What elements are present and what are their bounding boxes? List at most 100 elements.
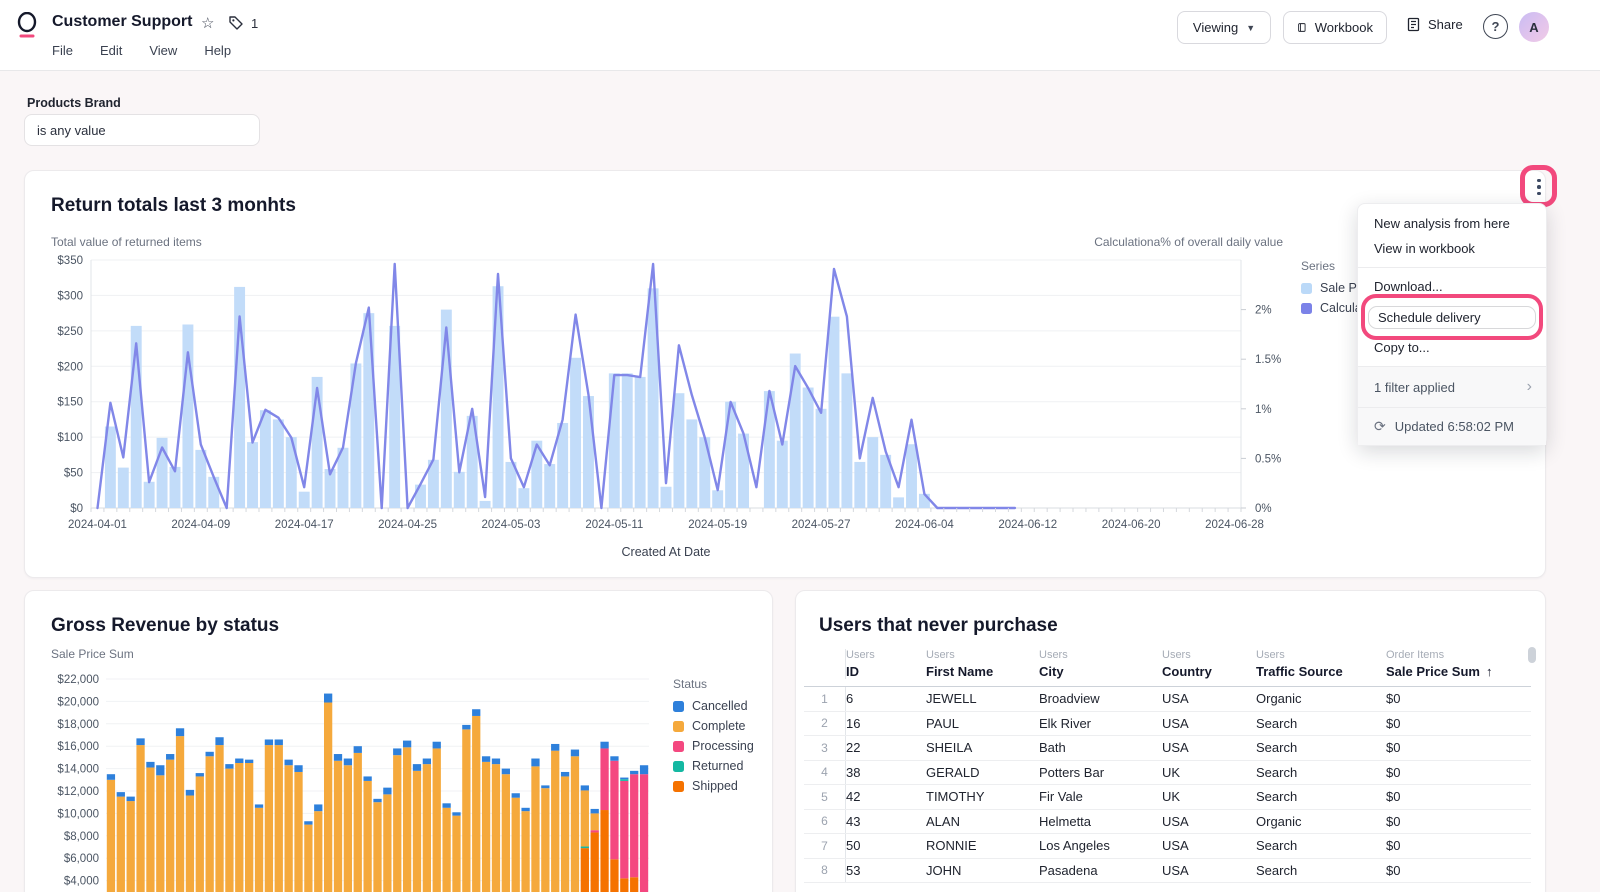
table-row[interactable]: 3 22 SHEILA Bath USA Search $0 xyxy=(804,736,1531,761)
legend-item-calcula[interactable]: Calcula xyxy=(1301,301,1362,315)
table-row[interactable]: 1 6 JEWELL Broadview USA Organic $0 xyxy=(804,687,1531,712)
menu-item-schedule-delivery[interactable]: Schedule delivery xyxy=(1358,294,1546,340)
favorite-star-icon[interactable]: ☆ xyxy=(201,15,215,32)
table-cell: TIMOTHY xyxy=(926,789,985,805)
chart-context-menu: New analysis from here View in workbook … xyxy=(1357,203,1547,446)
table-cell: USA xyxy=(1162,740,1189,756)
menu-item-new-analysis[interactable]: New analysis from here xyxy=(1374,216,1510,231)
tag-icon[interactable] xyxy=(228,15,244,31)
table-cell: 22 xyxy=(846,740,861,756)
table-row[interactable]: 6 43 ALAN Helmetta USA Organic $0 xyxy=(804,809,1531,834)
share-label: Share xyxy=(1428,17,1463,32)
row-number: 5 xyxy=(804,785,846,809)
svg-text:0%: 0% xyxy=(1255,503,1272,515)
share-button[interactable]: Share xyxy=(1406,17,1463,32)
legend-item-sale-pr[interactable]: Sale Pr xyxy=(1301,281,1362,295)
svg-text:1%: 1% xyxy=(1255,404,1272,416)
svg-text:0.5%: 0.5% xyxy=(1255,453,1281,465)
products-brand-filter[interactable]: is any value xyxy=(24,114,260,146)
chevron-right-icon: › xyxy=(1526,378,1532,395)
menu-item-download[interactable]: Download... xyxy=(1374,279,1443,294)
svg-text:2024-06-12: 2024-06-12 xyxy=(998,519,1057,531)
viewing-dropdown[interactable]: Viewing ▼ xyxy=(1177,11,1271,44)
table-scrollbar[interactable] xyxy=(1528,647,1536,663)
legend-item-processing[interactable]: Processing xyxy=(673,739,754,753)
filter-applied-label: 1 filter applied xyxy=(1374,379,1455,395)
svg-text:2024-04-01: 2024-04-01 xyxy=(68,519,127,531)
svg-text:$350: $350 xyxy=(57,255,83,267)
table-row[interactable]: 5 42 TIMOTHY Fir Vale UK Search $0 xyxy=(804,785,1531,810)
menu-item-copy-to[interactable]: Copy to... xyxy=(1374,340,1430,355)
column-header-sale-price-sum[interactable]: Order Items Sale Price Sum ↑ xyxy=(1386,649,1493,679)
schedule-delivery-label: Schedule delivery xyxy=(1368,305,1536,329)
svg-text:2024-05-27: 2024-05-27 xyxy=(792,519,851,531)
user-avatar[interactable]: A xyxy=(1519,12,1549,42)
table-row[interactable]: 4 38 GERALD Potters Bar UK Search $0 xyxy=(804,760,1531,785)
table-cell: USA xyxy=(1162,691,1189,707)
table-cell: 38 xyxy=(846,764,861,780)
legend-item-complete[interactable]: Complete xyxy=(673,719,754,733)
legend-label: Sale Pr xyxy=(1320,281,1361,295)
row-number: 1 xyxy=(804,687,846,711)
table-cell: Los Angeles xyxy=(1039,838,1110,854)
table-cell: Broadview xyxy=(1039,691,1100,707)
svg-text:$18,000: $18,000 xyxy=(57,719,99,731)
svg-text:2024-04-25: 2024-04-25 xyxy=(378,519,437,531)
svg-text:2024-05-19: 2024-05-19 xyxy=(688,519,747,531)
help-button[interactable]: ? xyxy=(1483,14,1508,39)
column-header-country[interactable]: Users Country xyxy=(1162,649,1212,679)
legend-swatch xyxy=(1301,282,1312,294)
menu-file[interactable]: File xyxy=(52,43,73,58)
legend-item-shipped[interactable]: Shipped xyxy=(673,779,754,793)
table-cell: Elk River xyxy=(1039,715,1092,731)
svg-text:$50: $50 xyxy=(64,468,83,480)
book-icon xyxy=(1298,23,1306,32)
table-row[interactable]: 7 50 RONNIE Los Angeles USA Search $0 xyxy=(804,834,1531,859)
sigma-logo-icon[interactable] xyxy=(16,12,38,38)
legend-swatch xyxy=(673,720,684,732)
menu-view[interactable]: View xyxy=(149,43,178,58)
svg-text:$14,000: $14,000 xyxy=(57,764,99,776)
table-cell: Search xyxy=(1256,862,1298,878)
menu-help[interactable]: Help xyxy=(204,43,232,58)
column-header-traffic-source[interactable]: Users Traffic Source xyxy=(1256,649,1343,679)
legend-item-returned[interactable]: Returned xyxy=(673,759,754,773)
table-row[interactable]: 2 16 PAUL Elk River USA Search $0 xyxy=(804,711,1531,736)
table-cell: Search xyxy=(1256,764,1298,780)
table-cell: $0 xyxy=(1386,740,1401,756)
column-header-city[interactable]: Users City xyxy=(1039,649,1068,679)
row-number: 3 xyxy=(804,736,846,760)
table-cell: Organic xyxy=(1256,813,1302,829)
legend-label: Shipped xyxy=(692,779,738,793)
legend-item-cancelled[interactable]: Cancelled xyxy=(673,699,754,713)
menu-item-view-in-workbook[interactable]: View in workbook xyxy=(1374,241,1475,256)
svg-text:$0: $0 xyxy=(70,503,83,515)
table-cell: $0 xyxy=(1386,764,1401,780)
chart-title: Return totals last 3 monhts xyxy=(51,195,296,216)
tag-count: 1 xyxy=(251,15,259,31)
column-header-first-name[interactable]: Users First Name xyxy=(926,649,994,679)
legend-swatch xyxy=(673,700,684,712)
table-cell: 42 xyxy=(846,789,861,805)
combo-chart: $0 $50 $100 $150 $200 $250 $300 $350 0% 0.5% 1% 1.5… xyxy=(57,255,1281,559)
svg-text:Created At Date: Created At Date xyxy=(622,545,711,559)
svg-text:2%: 2% xyxy=(1255,305,1272,317)
sort-asc-icon[interactable]: ↑ xyxy=(1485,664,1493,679)
menu-item-updated[interactable]: ⟳ Updated 6:58:02 PM xyxy=(1358,407,1546,445)
svg-text:$200: $200 xyxy=(57,361,83,373)
filter-label: Products Brand xyxy=(27,96,121,110)
gross-revenue-card: Gross Revenue by status Sale Price Sum $… xyxy=(24,590,773,892)
menu-edit[interactable]: Edit xyxy=(99,43,123,58)
svg-text:$6,000: $6,000 xyxy=(64,853,99,865)
table-cell: UK xyxy=(1162,789,1181,805)
workbook-button[interactable]: Workbook xyxy=(1283,11,1387,44)
svg-text:$250: $250 xyxy=(57,326,83,338)
column-header-id[interactable]: Users ID xyxy=(846,649,875,679)
app-header: Customer Support ☆ 1 File Edit View Help Vi… xyxy=(0,0,1600,71)
row-number: 2 xyxy=(804,711,846,735)
table-row[interactable]: 8 53 JOHN Pasadena USA Search $0 xyxy=(804,858,1531,883)
right-axis-caption: Calculationa% of overall daily value xyxy=(1094,235,1283,249)
menu-item-filter-applied[interactable]: 1 filter applied › xyxy=(1358,367,1546,407)
table-cell: UK xyxy=(1162,764,1181,780)
kebab-menu-button[interactable] xyxy=(1528,172,1550,202)
